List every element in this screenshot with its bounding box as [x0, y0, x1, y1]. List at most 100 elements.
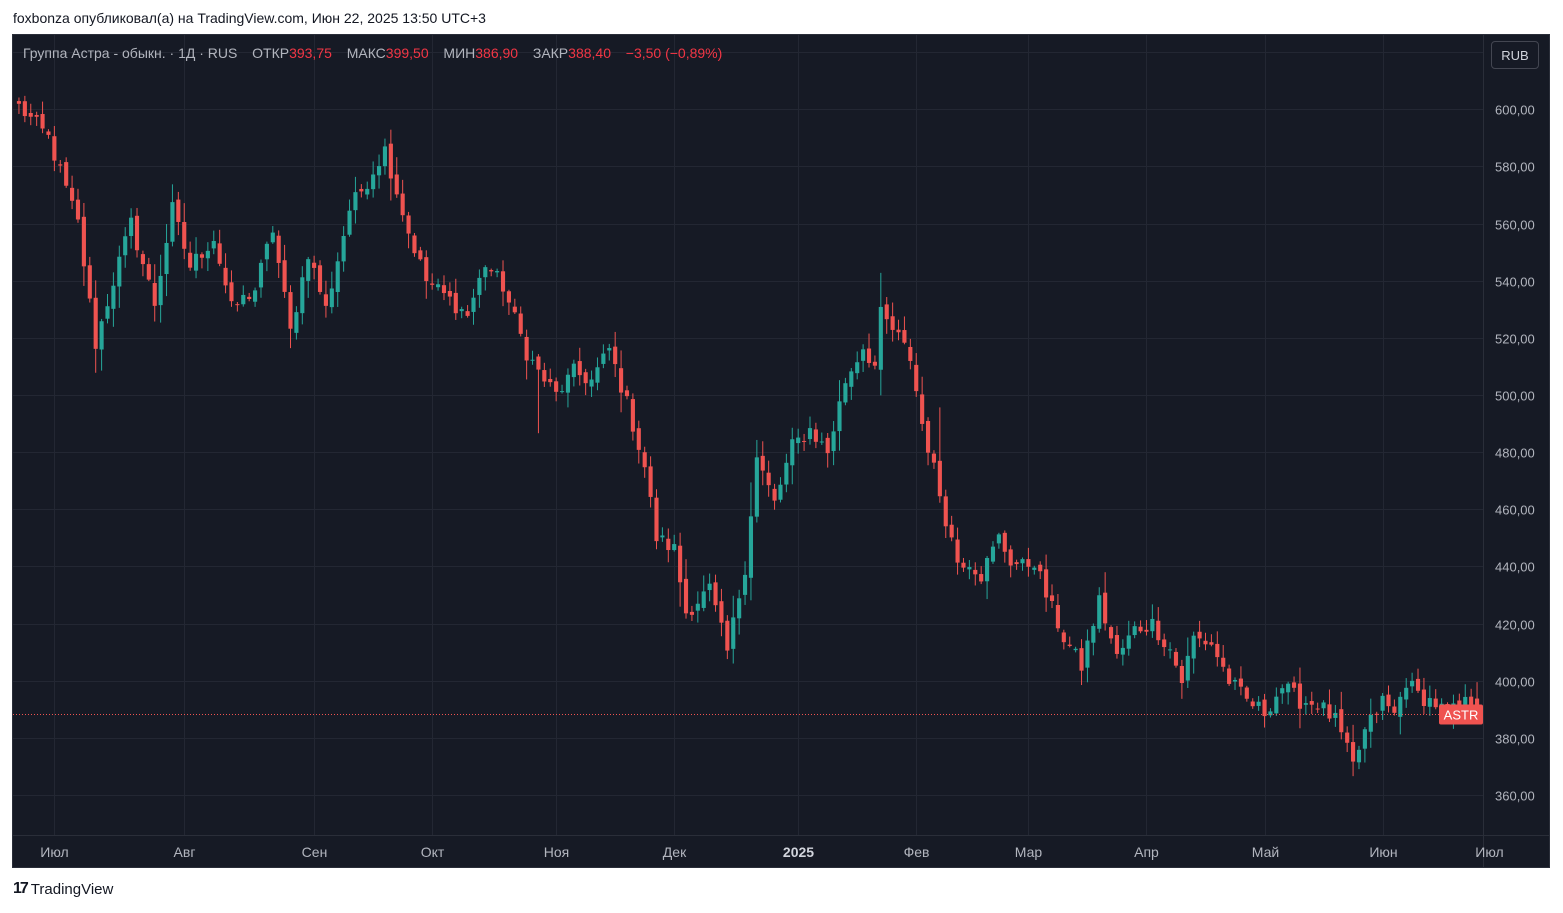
candle-body[interactable]: [1303, 703, 1308, 705]
candle-body[interactable]: [359, 188, 364, 192]
candle-body[interactable]: [766, 472, 771, 486]
candle-body[interactable]: [270, 232, 275, 243]
candle-body[interactable]: [831, 431, 836, 452]
candle-body[interactable]: [731, 617, 736, 649]
candle-body[interactable]: [1268, 711, 1273, 716]
candle-body[interactable]: [70, 187, 75, 201]
candle-body[interactable]: [931, 453, 937, 463]
candle-body[interactable]: [1250, 701, 1255, 707]
candle-body[interactable]: [595, 367, 600, 383]
candle-body[interactable]: [1091, 625, 1096, 643]
candle-body[interactable]: [146, 264, 151, 280]
candle-body[interactable]: [512, 306, 517, 313]
candle-body[interactable]: [264, 243, 269, 260]
candle-body[interactable]: [105, 306, 110, 319]
candle-body[interactable]: [436, 284, 441, 288]
candle-body[interactable]: [205, 250, 210, 259]
candle-body[interactable]: [1421, 689, 1426, 706]
candle-body[interactable]: [807, 428, 813, 440]
candle-body[interactable]: [193, 253, 199, 271]
candle-body[interactable]: [565, 374, 571, 393]
candle-body[interactable]: [258, 262, 264, 288]
candle-body[interactable]: [1032, 567, 1037, 570]
candle-body[interactable]: [542, 370, 547, 382]
candle-body[interactable]: [707, 583, 712, 591]
candle-body[interactable]: [1280, 688, 1285, 694]
candle-body[interactable]: [1469, 696, 1474, 707]
candle-body[interactable]: [1044, 569, 1049, 598]
candle-body[interactable]: [306, 259, 311, 281]
candle-body[interactable]: [16, 101, 22, 104]
candle-body[interactable]: [695, 603, 700, 611]
candle-body[interactable]: [748, 516, 754, 578]
candle-body[interactable]: [1085, 640, 1090, 668]
candle-body[interactable]: [211, 240, 216, 249]
candle-body[interactable]: [64, 162, 69, 186]
candle-body[interactable]: [400, 193, 405, 216]
candle-body[interactable]: [1339, 709, 1344, 733]
candle-body[interactable]: [990, 546, 996, 562]
candle-body[interactable]: [1103, 592, 1108, 624]
candle-body[interactable]: [217, 243, 222, 264]
candle-body[interactable]: [949, 524, 954, 538]
candle-body[interactable]: [890, 316, 895, 330]
candle-body[interactable]: [1392, 706, 1397, 713]
candle-body[interactable]: [1345, 732, 1350, 743]
candle-body[interactable]: [589, 379, 594, 387]
candle-body[interactable]: [719, 601, 724, 623]
candle-body[interactable]: [1132, 626, 1137, 636]
candle-body[interactable]: [672, 544, 677, 551]
candle-body[interactable]: [967, 567, 972, 570]
candle-body[interactable]: [607, 348, 612, 351]
candle-body[interactable]: [530, 359, 535, 361]
candle-body[interactable]: [683, 578, 689, 614]
candle-body[interactable]: [849, 371, 854, 387]
candle-body[interactable]: [182, 222, 187, 249]
candle-body[interactable]: [855, 362, 860, 374]
candle-body[interactable]: [1374, 713, 1379, 715]
candle-body[interactable]: [235, 304, 240, 306]
candle-body[interactable]: [925, 420, 931, 453]
candle-body[interactable]: [1215, 643, 1220, 658]
candle-body[interactable]: [943, 496, 948, 527]
candle-body[interactable]: [1162, 639, 1167, 648]
candle-body[interactable]: [689, 611, 694, 615]
candle-body[interactable]: [176, 199, 181, 222]
candle-body[interactable]: [802, 440, 807, 442]
candle-body[interactable]: [819, 441, 824, 443]
candle-body[interactable]: [394, 174, 399, 195]
candle-body[interactable]: [813, 429, 818, 442]
candle-body[interactable]: [1209, 642, 1214, 645]
candle-body[interactable]: [678, 545, 683, 583]
candle-body[interactable]: [1179, 665, 1184, 684]
candle-body[interactable]: [406, 215, 411, 234]
candle-body[interactable]: [837, 401, 842, 432]
candle-body[interactable]: [878, 306, 883, 370]
candle-body[interactable]: [937, 460, 942, 497]
candle-body[interactable]: [430, 283, 435, 285]
candle-body[interactable]: [760, 455, 765, 471]
candle-body[interactable]: [902, 330, 907, 343]
candle-body[interactable]: [506, 291, 511, 303]
candle-body[interactable]: [87, 265, 92, 299]
candle-body[interactable]: [1168, 649, 1173, 651]
candle-body[interactable]: [152, 283, 157, 306]
candle-body[interactable]: [648, 466, 653, 497]
candle-body[interactable]: [1008, 549, 1013, 566]
candle-body[interactable]: [317, 265, 323, 292]
candle-body[interactable]: [1038, 564, 1043, 572]
candle-body[interactable]: [1333, 712, 1338, 718]
candle-body[interactable]: [34, 114, 39, 117]
candle-body[interactable]: [754, 457, 759, 517]
candle-body[interactable]: [737, 598, 742, 619]
candle-body[interactable]: [1244, 687, 1249, 699]
candle-body[interactable]: [1398, 696, 1403, 717]
candle-body[interactable]: [613, 346, 618, 365]
candle-body[interactable]: [388, 143, 393, 179]
candle-body[interactable]: [22, 101, 27, 117]
candle-body[interactable]: [866, 348, 872, 363]
candle-body[interactable]: [1138, 626, 1143, 632]
candle-body[interactable]: [772, 488, 777, 501]
candle-body[interactable]: [365, 188, 370, 195]
candle-body[interactable]: [170, 202, 175, 242]
